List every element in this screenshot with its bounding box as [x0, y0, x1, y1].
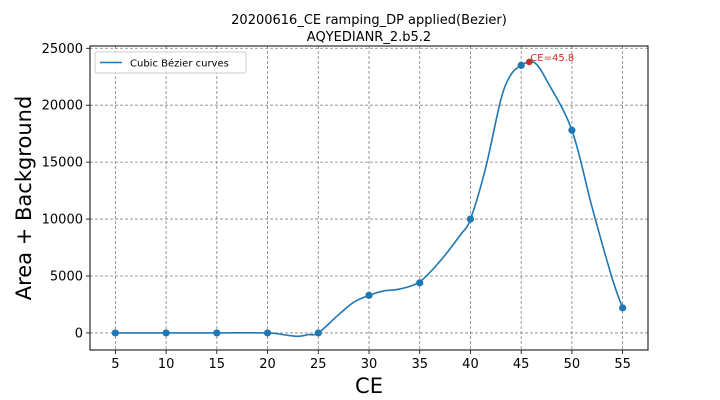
series-layer: CE=45.8 [111, 53, 627, 338]
x-tick-label: 45 [513, 357, 530, 372]
data-point [517, 61, 525, 69]
y-tick-label: 5000 [50, 269, 83, 284]
plot-frame [89, 45, 649, 351]
x-tick-label: 10 [158, 357, 175, 372]
grid [90, 46, 648, 350]
x-tick-label: 30 [361, 357, 378, 372]
data-point [162, 329, 170, 337]
x-tick-label: 25 [310, 357, 327, 372]
y-tick-label: 15000 [42, 156, 83, 171]
data-point [416, 279, 424, 287]
x-tick-label: 35 [411, 357, 428, 372]
legend: Cubic Bézier curves [94, 51, 247, 74]
series-curve [115, 60, 624, 338]
y-tick-label: 25000 [42, 42, 83, 57]
x-tick-label: 5 [111, 357, 119, 372]
chart-title-line1: 20200616_CE ramping_DP applied(Bezier) [231, 13, 507, 28]
legend-label: Cubic Bézier curves [130, 58, 229, 70]
x-tick-label: 50 [564, 357, 581, 372]
data-point [568, 126, 576, 134]
y-axis-label: Area + Background [12, 96, 36, 301]
annotation-label: CE=45.8 [530, 53, 574, 64]
legend-box [94, 51, 247, 74]
x-tick-label: 20 [259, 357, 276, 372]
y-tick-label: 10000 [42, 213, 83, 228]
data-point [263, 329, 272, 337]
chart-title-line2: AQYEDIANR_2.b5.2 [307, 30, 431, 45]
x-tick-label: 40 [462, 357, 479, 372]
annotation-point [525, 58, 533, 66]
y-tick-label: 20000 [42, 99, 83, 114]
data-point [314, 329, 322, 337]
data-point [365, 291, 373, 299]
axis-ticks: 5 10 15 20 25 30 35 40 45 50 55 0 5000 10000 15000 2000… [42, 42, 631, 372]
data-point [466, 215, 475, 223]
data-point [111, 329, 119, 337]
x-tick-label: 15 [209, 357, 226, 372]
y-tick-label: 0 [75, 326, 83, 341]
x-tick-label: 55 [614, 357, 631, 372]
data-point [619, 304, 627, 312]
data-point [213, 329, 221, 337]
x-axis-label: CE [355, 374, 383, 398]
